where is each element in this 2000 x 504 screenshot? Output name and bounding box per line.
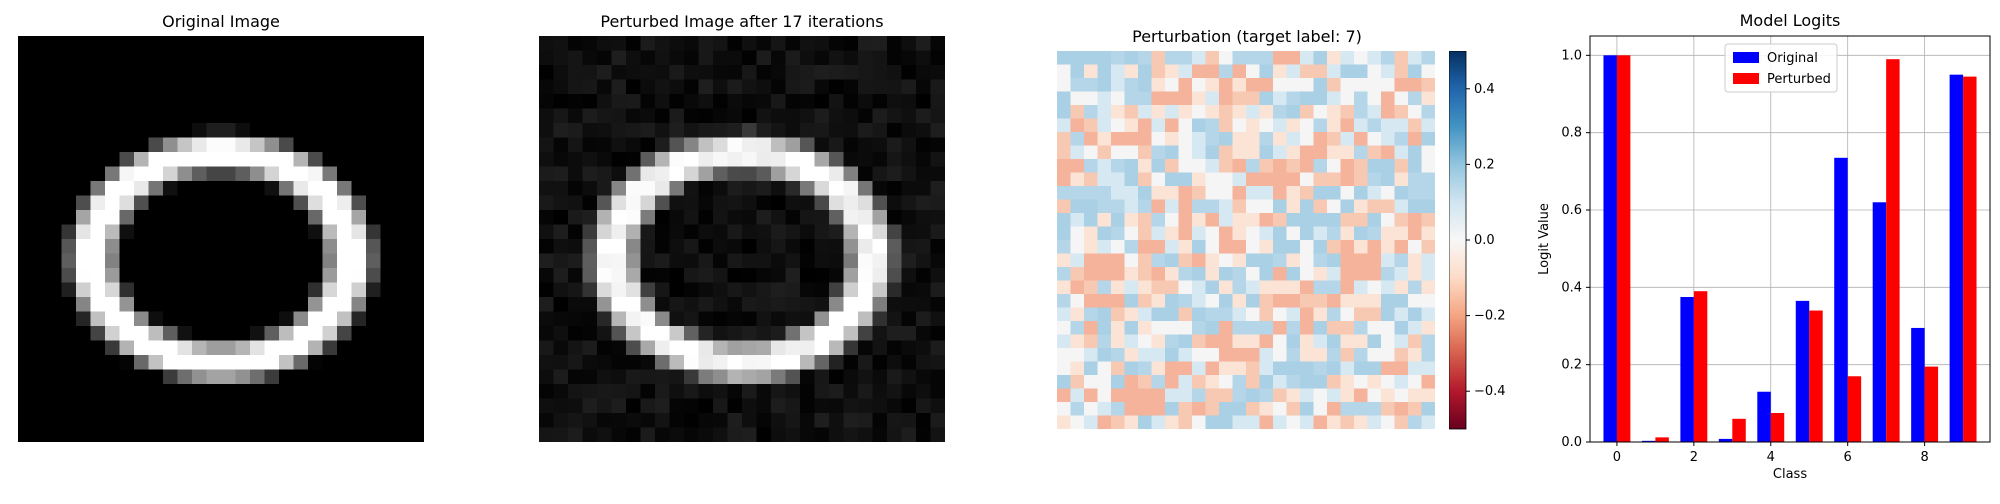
legend-swatch bbox=[1733, 52, 1759, 63]
bar-original-class-2 bbox=[1680, 297, 1694, 442]
bar-original-class-6 bbox=[1834, 157, 1848, 443]
y-tick-label: 0.0 bbox=[1561, 435, 1582, 450]
bar-perturbed-class-9 bbox=[1963, 76, 1977, 442]
perturbed-image-title: Perturbed Image after 17 iterations bbox=[600, 12, 884, 31]
bar-original-class-3 bbox=[1718, 438, 1733, 442]
chart-title: Model Logits bbox=[1740, 11, 1841, 30]
x-tick-label: 6 bbox=[1844, 450, 1852, 465]
legend-label: Original bbox=[1767, 51, 1818, 66]
bar-original-class-7 bbox=[1872, 202, 1887, 442]
bar-perturbed-class-4 bbox=[1770, 413, 1785, 442]
bar-original-class-1 bbox=[1641, 440, 1656, 442]
bar-perturbed-class-2 bbox=[1693, 291, 1708, 442]
legend-swatch bbox=[1733, 73, 1759, 84]
bar-perturbed-class-8 bbox=[1924, 366, 1939, 442]
colorbar-tick-label: 0.0 bbox=[1474, 233, 1495, 248]
bar-perturbed-class-6 bbox=[1847, 376, 1862, 442]
x-tick-label: 0 bbox=[1613, 450, 1621, 465]
colorbar-tick-label: 0.4 bbox=[1474, 82, 1495, 97]
legend-label: Perturbed bbox=[1767, 72, 1831, 87]
y-tick-label: 0.8 bbox=[1561, 126, 1582, 141]
perturbation-heatmap bbox=[1057, 51, 1435, 429]
original-image bbox=[18, 36, 424, 442]
perturbation-title: Perturbation (target label: 7) bbox=[1132, 27, 1362, 46]
perturbation-colorbar: 0.4 0.2 0.0 −0.2 −0.4 bbox=[1448, 50, 1519, 431]
bar-original-class-4 bbox=[1757, 391, 1771, 442]
bar-perturbed-class-7 bbox=[1886, 59, 1900, 442]
y-tick-label: 1.0 bbox=[1561, 48, 1582, 63]
bar-perturbed-class-1 bbox=[1655, 437, 1669, 442]
y-tick-label: 0.2 bbox=[1561, 358, 1582, 373]
y-axis-label: Logit Value bbox=[1537, 203, 1552, 275]
x-tick-label: 4 bbox=[1767, 450, 1775, 465]
perturbed-image bbox=[539, 36, 945, 442]
bar-original-class-9 bbox=[1949, 74, 1964, 443]
bar-original-class-0 bbox=[1603, 55, 1617, 442]
x-axis-label: Class bbox=[1773, 467, 1807, 482]
bar-perturbed-class-0 bbox=[1616, 55, 1631, 442]
x-tick-label: 8 bbox=[1920, 450, 1928, 465]
bar-perturbed-class-3 bbox=[1732, 418, 1746, 442]
x-tick-label: 2 bbox=[1690, 450, 1698, 465]
bar-perturbed-class-5 bbox=[1809, 310, 1823, 442]
colorbar-tick-label: −0.2 bbox=[1474, 309, 1506, 324]
y-tick-label: 0.4 bbox=[1561, 280, 1582, 295]
bar-original-class-8 bbox=[1911, 327, 1925, 442]
bar-original-class-5 bbox=[1795, 300, 1810, 442]
original-image-title: Original Image bbox=[162, 12, 280, 31]
colorbar-tick-label: −0.4 bbox=[1474, 384, 1506, 399]
logits-chart: 0.0 0.2 0.4 0.6 0.8 1.0 0 2 4 6 8 Model Logits Class… bbox=[1515, 0, 2000, 500]
colorbar-tick-label: 0.2 bbox=[1474, 157, 1495, 172]
y-tick-label: 0.6 bbox=[1561, 203, 1582, 218]
